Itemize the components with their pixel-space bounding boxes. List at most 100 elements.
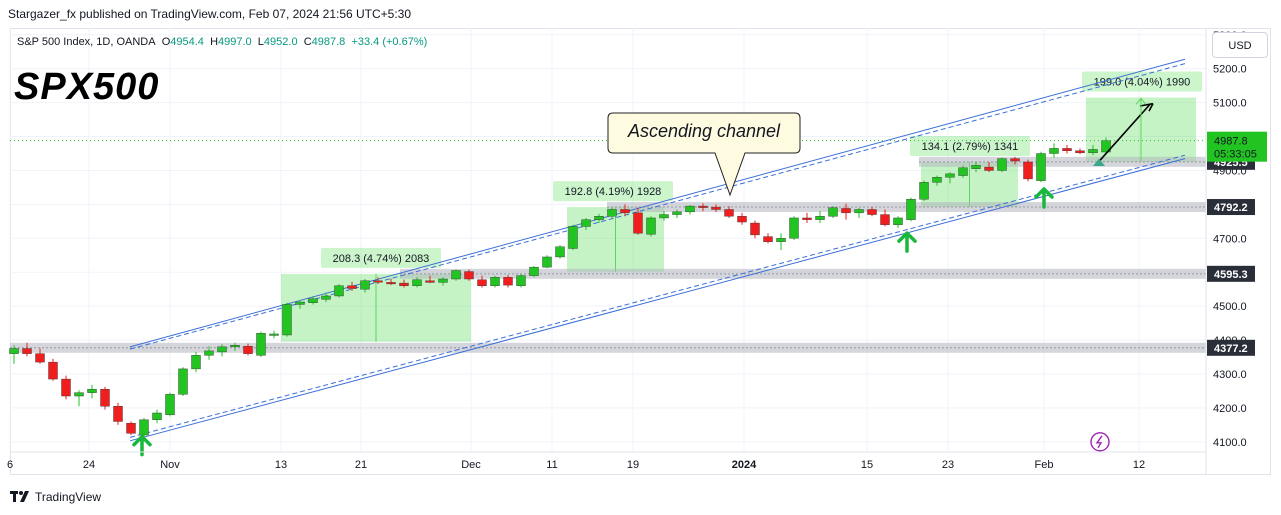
tradingview-logo-icon <box>10 491 29 502</box>
candle-up <box>269 333 279 336</box>
candle-down <box>867 209 877 215</box>
zone-arrow-icon <box>1135 97 1147 161</box>
candle-down <box>1075 150 1085 154</box>
brand-name: TradingView <box>35 490 102 504</box>
candle-up <box>906 199 916 220</box>
lightning-icon <box>1090 432 1110 452</box>
channel-lower-line <box>129 158 1186 442</box>
level-axis-label: 4377.2 <box>1214 343 1248 355</box>
candle-up <box>685 205 695 213</box>
candle-up <box>646 217 656 235</box>
price-axis-label: 4987.8 <box>1214 136 1248 148</box>
x-tick-label: 19 <box>627 459 639 471</box>
level-axis-label: 4792.2 <box>1214 202 1248 214</box>
x-tick-label: Nov <box>160 459 180 471</box>
candle-up <box>542 256 552 268</box>
candle-down <box>724 209 734 217</box>
measure-label: 192.8 (4.19%) 1928 <box>565 186 662 198</box>
candle-up <box>282 304 292 336</box>
chart-title: SPX500 <box>14 66 160 108</box>
level-axis-badge <box>1207 339 1255 356</box>
candle-down <box>698 205 708 208</box>
x-tick-label: 12 <box>1133 459 1145 471</box>
channel-upper-line <box>129 58 1186 348</box>
candle-up <box>789 217 799 239</box>
candle-down <box>22 348 32 354</box>
y-tick-label: 4500.0 <box>1213 301 1247 313</box>
measure-label-box <box>321 247 441 268</box>
candle-down <box>1062 148 1072 151</box>
publisher-line: Stargazer_fx published on TradingView.co… <box>8 7 412 21</box>
channel-upper-dashed <box>129 63 1186 350</box>
up-arrow-icon <box>1034 187 1054 209</box>
candle-up <box>74 392 84 397</box>
candle-up <box>1101 140 1111 153</box>
candle-up <box>854 209 864 214</box>
channel-lower-dashed <box>129 154 1186 438</box>
x-tick-label: 2024 <box>732 459 757 471</box>
candle-down <box>35 353 45 363</box>
candle-down <box>1010 158 1020 162</box>
level-axis-label: 4595.3 <box>1214 269 1248 281</box>
countdown-label: 05:33:05 <box>1214 149 1257 161</box>
candle-up <box>321 295 331 300</box>
callout-bubble <box>607 112 801 197</box>
candle-up <box>490 277 500 286</box>
y-tick-label: 5200.0 <box>1213 64 1247 76</box>
candle-down <box>620 209 630 214</box>
candle-down <box>880 214 890 225</box>
high-value: 4997.0 <box>218 36 252 48</box>
candle-down <box>763 236 773 242</box>
axes: 4100.04200.04300.04400.04500.04600.04700… <box>7 28 1267 474</box>
measure-label-box <box>1082 71 1202 92</box>
currency-button[interactable]: USD <box>1212 32 1268 58</box>
measure-label: 208.3 (4.74%) 2083 <box>333 253 430 265</box>
candle-up <box>9 348 19 354</box>
candle-up <box>945 173 955 178</box>
candle-up <box>971 165 981 169</box>
candle-up <box>230 344 240 348</box>
candle-up <box>295 301 305 305</box>
level-axis-badge <box>1207 265 1255 282</box>
candle-up <box>360 280 370 290</box>
candle-up <box>815 216 825 220</box>
candle-up <box>451 270 461 280</box>
candle-up <box>919 182 929 200</box>
symbol-name: S&P 500 Index, 1D, OANDA <box>17 36 156 48</box>
x-tick-label: 15 <box>861 459 873 471</box>
candle-up <box>308 298 318 303</box>
low-label: L <box>257 36 264 48</box>
callout-text: Ascending channel <box>627 121 781 141</box>
x-tick-label: Feb <box>1035 459 1054 471</box>
candle-down <box>399 282 409 286</box>
candle-up <box>217 346 227 353</box>
candle-up <box>256 333 266 356</box>
candle-up <box>334 285 344 297</box>
candle-up <box>997 158 1007 171</box>
candle-down <box>737 216 747 223</box>
symbol-legend: S&P 500 Index, 1D, OANDA O4954.4 H4997.0… <box>17 36 427 48</box>
up-arrow-icon <box>897 231 917 253</box>
tradingview-brand[interactable]: TradingView <box>10 490 101 504</box>
candle-up <box>828 207 838 217</box>
candle-up <box>139 419 149 436</box>
candle-down <box>1023 161 1033 180</box>
candle-up <box>581 219 591 227</box>
candle-down <box>126 422 136 434</box>
x-tick-label: Dec <box>461 459 481 471</box>
candle-down <box>841 208 851 214</box>
projection-arrow-line <box>1099 103 1151 161</box>
projection-arrowhead-icon <box>1139 102 1154 112</box>
candle-up <box>529 266 539 276</box>
candle-up <box>672 211 682 215</box>
candle-down <box>61 378 71 397</box>
y-tick-label: 4700.0 <box>1213 233 1247 245</box>
level-band <box>919 156 1206 167</box>
high-label: H <box>210 36 219 48</box>
candle-down <box>802 217 812 220</box>
candle-up <box>204 350 214 356</box>
y-tick-label: 4200.0 <box>1213 403 1247 415</box>
open-label: O <box>161 36 171 48</box>
x-tick-label: 6 <box>7 459 13 471</box>
